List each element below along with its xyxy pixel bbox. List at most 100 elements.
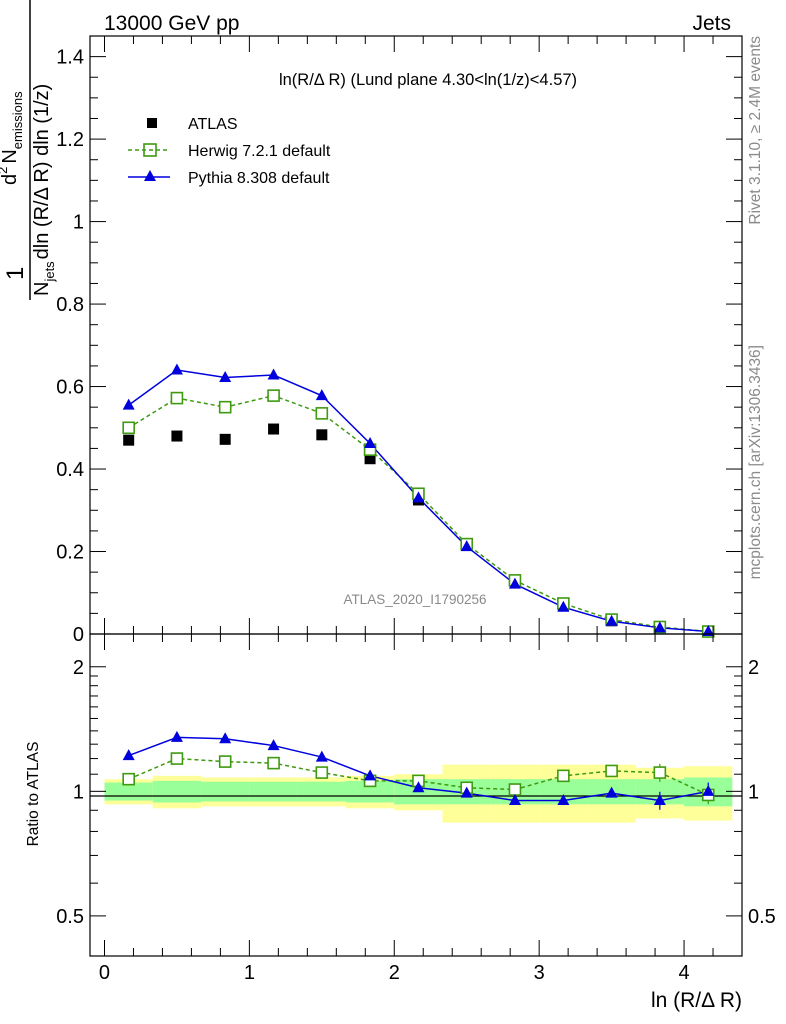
ratio-point-1 (653, 766, 667, 779)
process-label: Jets (692, 12, 731, 35)
y-tick-label-ratio: 2 (73, 657, 84, 679)
ratio-point-2 (364, 769, 377, 781)
x-tick-label: 3 (534, 962, 545, 984)
data-point-2 (412, 491, 425, 503)
x-axis-label: ln (R/Δ R) (651, 989, 742, 1012)
x-tick-label: 0 (99, 962, 110, 984)
ratio-point-2 (508, 794, 521, 806)
ratio-point-1 (605, 764, 618, 778)
data-point-1 (315, 407, 329, 420)
rivet-label: Rivet 3.1.10, ≥ 2.4M events (747, 36, 764, 225)
y-tick-label-main: 0.8 (56, 294, 84, 316)
data-point-1 (170, 391, 184, 405)
legend-label-pythia: Pythia 8.308 default (188, 170, 330, 187)
y-tick-label-main: 0 (73, 624, 84, 646)
data-point-2 (122, 398, 135, 410)
y-tick-label-ratio: 0.5 (56, 906, 84, 928)
data-point-0 (219, 433, 231, 445)
ratio-axes: 0.5 0.5 1 1 2 2 0 1 2 3 4 (56, 634, 776, 984)
ratio-uncertainty-bands (104, 764, 733, 823)
data-point-2 (460, 540, 473, 552)
ratio-point-2 (412, 781, 425, 793)
ratio-plot-panel: 0.5 0.5 1 1 2 2 0 1 2 3 4 (56, 633, 776, 984)
mcplots-label: mcplots.cern.ch [arXiv:1306.3436] (747, 345, 764, 579)
ratio-point-2 (170, 730, 183, 742)
ratio-point-2 (460, 786, 473, 798)
y-tick-label-main: 0.4 (56, 459, 84, 481)
ratio-point-2 (702, 784, 715, 796)
legend-label-atlas: ATLAS (188, 116, 238, 133)
data-point-2 (653, 621, 666, 633)
legend: ATLAS Herwig 7.2.1 default Pythia 8.308 … (128, 116, 331, 187)
ylabel-njets-n: N (31, 282, 53, 296)
ratio-plot-frame (89, 633, 743, 957)
ratio-point-2 (122, 749, 135, 761)
ratio-point-1 (122, 772, 135, 786)
ratio-point-2 (315, 750, 328, 762)
legend-marker-herwig (143, 143, 157, 157)
ylabel-jets: jets (42, 261, 57, 283)
svg-text:d2Nemissions: d2 Nemissions (0, 91, 25, 185)
data-point-1 (267, 389, 280, 402)
ylabel-rest: dln (R/Δ R) dln (1/z) (31, 84, 53, 260)
y-tick-label-ratio-right: 1 (748, 781, 759, 803)
ylabel-n: N (0, 149, 21, 163)
ratio-point-2 (267, 739, 280, 751)
energy-label: 13000 GeV pp (104, 12, 239, 35)
ratio-point-1 (218, 755, 232, 768)
analysis-watermark: ATLAS_2020_I1790256 (343, 592, 486, 607)
y-tick-label-main: 1.4 (56, 47, 84, 69)
data-point-2 (170, 363, 183, 375)
ratio-point-1 (508, 783, 522, 796)
ratio-point-1 (267, 756, 280, 770)
data-point-2 (605, 614, 618, 626)
data-point-0 (268, 423, 280, 435)
ratio-point-2 (653, 794, 666, 806)
data-point-1 (122, 421, 135, 435)
y-tick-label-ratio: 1 (73, 781, 84, 803)
ratio-point-1 (315, 766, 329, 779)
ratio-point-2 (605, 786, 618, 798)
data-point-2 (364, 436, 377, 448)
data-point-1 (218, 400, 232, 414)
y-tick-label-main: 1 (73, 212, 84, 234)
ratio-point-2 (557, 794, 570, 806)
x-tick-label: 1 (244, 962, 255, 984)
y-tick-label-main: 0.6 (56, 377, 84, 399)
main-series-layer (122, 363, 715, 638)
band-inner (201, 781, 250, 802)
band-inner (249, 781, 298, 802)
y-tick-label-ratio-right: 0.5 (748, 906, 776, 928)
data-point-2 (702, 625, 715, 637)
ylabel-one: 1 (2, 267, 29, 280)
ratio-ylabel: Ratio to ATLAS (25, 742, 42, 847)
ylabel-emissions: emissions (10, 91, 25, 149)
data-point-2 (267, 368, 280, 380)
data-point-0 (123, 434, 135, 446)
y-tick-label-ratio-right: 2 (748, 657, 759, 679)
ratio-point-1 (557, 769, 570, 783)
data-point-0 (171, 430, 183, 442)
data-point-2 (315, 389, 328, 401)
data-point-2 (508, 577, 521, 589)
legend-label-herwig: Herwig 7.2.1 default (188, 143, 331, 160)
x-tick-label: 4 (678, 962, 689, 984)
data-point-2 (219, 370, 232, 382)
band-inner (297, 781, 347, 802)
ratio-series-layer (122, 730, 715, 810)
y-tick-label-main: 0.2 (56, 542, 84, 564)
ratio-point-1 (170, 752, 184, 765)
legend-marker-atlas (147, 118, 157, 128)
y-tick-label-main: 1.2 (56, 129, 84, 151)
legend-marker-pythia (144, 170, 156, 181)
main-plot-panel: ATLAS_2020_I1790256 ln(R/Δ R) (Lund plan… (56, 35, 743, 646)
main-ylabel: 1 d2 Nemissions Njetsdln (R/Δ R) dln (1/z… (0, 0, 57, 300)
svg-text:Njetsdln (R/Δ R) dln (1/z): Njetsdln (R/Δ R) dln (1/z) (31, 84, 57, 296)
plot-title: ln(R/Δ R) (Lund plane 4.30<ln(1/z)<4.57) (279, 71, 577, 89)
data-point-0 (364, 453, 376, 465)
data-point-2 (557, 600, 570, 612)
data-point-0 (316, 429, 328, 441)
band-inner (346, 780, 395, 803)
x-tick-label: 2 (389, 962, 400, 984)
